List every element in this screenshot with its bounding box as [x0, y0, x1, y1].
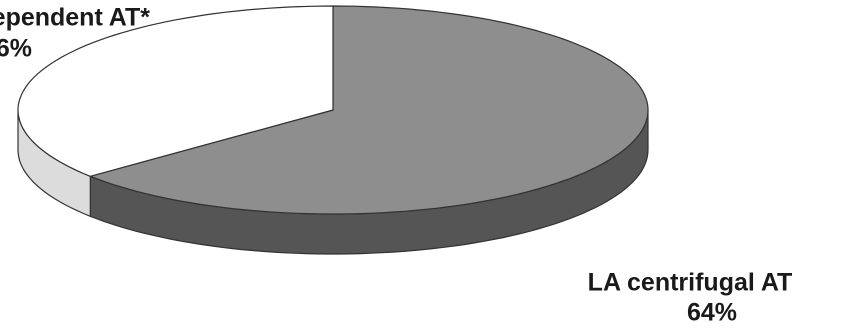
slice-value-label: 64% — [687, 299, 737, 327]
slice — [17, 5, 334, 177]
slice — [88, 5, 649, 215]
slice-label: LA centrifugal AT — [588, 269, 793, 297]
slice-label: LA dependent AT* — [0, 4, 150, 32]
slice-value-label: 36% — [0, 35, 32, 63]
